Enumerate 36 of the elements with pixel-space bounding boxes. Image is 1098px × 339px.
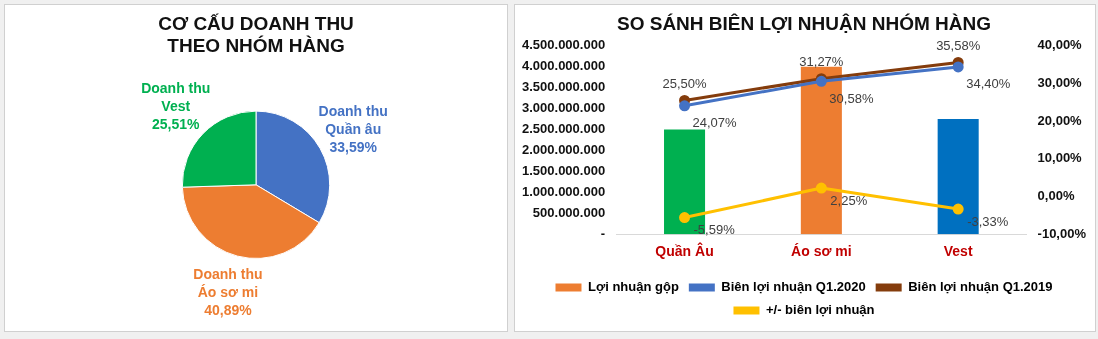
legend-label: Lợi nhuận gộp [587, 279, 679, 295]
data-label: 34,40% [966, 76, 1011, 92]
data-label: 35,58% [936, 38, 981, 54]
slice-label: Doanh thu Áo sơ mi [193, 265, 263, 300]
data-label: 33,59% [329, 138, 378, 155]
legend-label: Biên lợi nhuận Q1.2020 [721, 279, 866, 295]
y-tick-label: 4.500.000.000 [521, 37, 606, 53]
data-label: 24,07% [692, 115, 738, 131]
slice-label: Doanh thu Vest [141, 79, 211, 114]
y2-tick-label: 40,00% [1037, 37, 1083, 53]
y2-tick-label: 0,00% [1037, 188, 1075, 204]
y2-tick-label: 30,00% [1037, 75, 1083, 91]
y-tick-label: 4.000.000.000 [521, 58, 606, 74]
data-label: 25,50% [662, 76, 708, 92]
slice-label: Doanh thu Quần âu [318, 102, 388, 137]
y-tick-label: 3.500.000.000 [521, 79, 606, 95]
y-tick-label: 1.000.000.000 [521, 183, 606, 199]
y2-tick-label: 10,00% [1037, 150, 1083, 166]
y-tick-label: 500.000.000 [532, 204, 606, 220]
y2-tick-label: -10,00% [1037, 225, 1087, 241]
y-tick-label: 3.000.000.000 [521, 100, 606, 116]
y2-tick-label: 20,00% [1037, 112, 1083, 128]
y-tick-label: - [600, 225, 606, 241]
x-tick-label: Vest [943, 243, 973, 260]
y-tick-label: 2.500.000.000 [521, 121, 606, 137]
chart-title: SO SÁNH BIÊN LỢI NHUẬN NHÓM HÀNG [616, 12, 992, 34]
y-tick-label: 1.500.000.000 [521, 162, 606, 178]
x-tick-label: Quần Âu [655, 242, 714, 260]
x-tick-label: Áo sơ mi [791, 243, 852, 260]
legend-label: +/- biên lợi nhuận [765, 302, 875, 318]
chart-title: CƠ CẤU DOANH THU THEO NHÓM HÀNG [158, 12, 354, 57]
legend-label: Biên lợi nhuận Q1.2019 [908, 279, 1053, 295]
data-label: 31,27% [799, 54, 844, 70]
data-label: 40,89% [204, 301, 253, 318]
data-label: 25,51% [152, 115, 201, 132]
y-tick-label: 2.000.000.000 [521, 142, 606, 158]
